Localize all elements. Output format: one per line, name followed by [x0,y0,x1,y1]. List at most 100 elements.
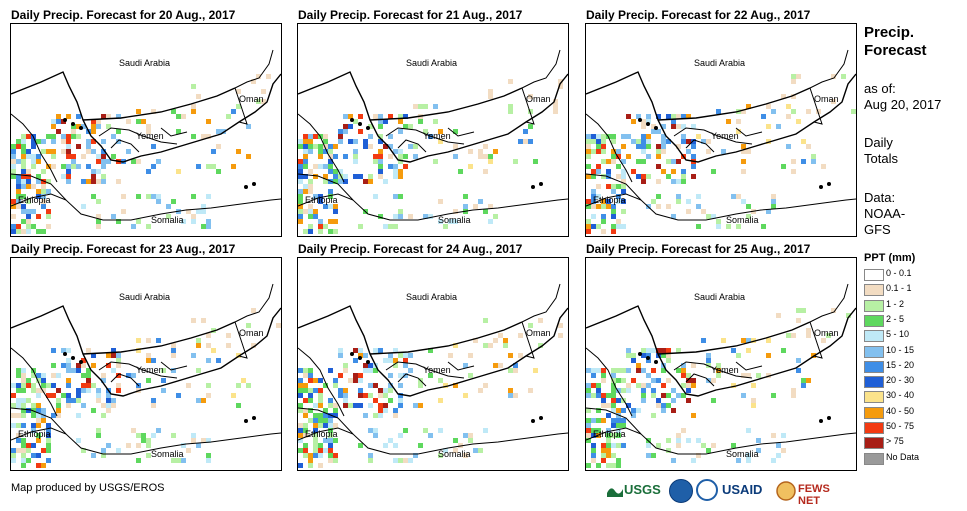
precip-cell [141,438,146,443]
precip-cell [601,393,606,398]
precip-cell [328,438,333,443]
precip-cell [11,413,16,418]
precip-cell [31,428,36,433]
precip-cell [246,383,251,388]
precip-cell [11,453,16,458]
precip-cell [601,373,606,378]
precip-cell [403,164,408,169]
precip-cell [21,423,26,428]
precip-cell [791,388,796,393]
precip-cell [106,393,111,398]
precip-cell [81,383,86,388]
precip-cell [731,194,736,199]
precip-cell [646,373,651,378]
precip-cell [111,398,116,403]
precip-cell [191,219,196,224]
precip-cell [71,134,76,139]
precip-cell [373,398,378,403]
precip-cell [606,433,611,438]
precip-cell [621,174,626,179]
precip-cell [298,408,303,413]
precip-cell [308,378,313,383]
map-label-yemen: Yemen [711,131,739,141]
precip-cell [711,378,716,383]
precip-cell [586,383,591,388]
precip-cell [21,174,26,179]
precip-cell [251,343,256,348]
precip-cell [308,229,313,234]
precip-cell [826,333,831,338]
precip-cell [151,109,156,114]
precip-cell [363,139,368,144]
precip-cell [348,139,353,144]
precip-cell [553,104,558,109]
boundary-line [586,193,856,221]
precip-cell [591,428,596,433]
precip-cell [393,458,398,463]
precip-cell [41,408,46,413]
precip-cell [596,368,601,373]
boundary-line [98,127,188,153]
precip-cell [621,408,626,413]
precip-cell [591,393,596,398]
precip-cell [318,144,323,149]
precip-cell [746,458,751,463]
precip-cell [66,134,71,139]
precip-cell [616,149,621,154]
precip-cell [303,448,308,453]
precip-cell [151,358,156,363]
precip-cell [328,229,333,234]
precip-cell [26,169,31,174]
precip-cell [358,403,363,408]
precip-cell [438,129,443,134]
precip-cell [16,448,21,453]
precip-cell [323,139,328,144]
precip-cell [398,114,403,119]
precip-cell [51,348,56,353]
precip-cell [298,209,303,214]
map-label-somalia: Somalia [726,449,759,459]
precip-cell [318,448,323,453]
precip-cell [303,373,308,378]
precip-cell [766,353,771,358]
precip-cell [596,139,601,144]
precip-cell [676,393,681,398]
precip-cell [26,448,31,453]
precip-cell [656,164,661,169]
precip-cell [751,398,756,403]
precip-cell [786,114,791,119]
precip-cell [231,109,236,114]
precip-cell [56,119,61,124]
precip-cell [796,119,801,124]
island-mark [358,356,362,360]
precip-cell [31,164,36,169]
boundary-line [586,173,642,201]
precip-cell [171,433,176,438]
precip-cell [116,114,121,119]
precip-cell [21,413,26,418]
precip-cell [161,368,166,373]
precip-cell [413,403,418,408]
island-mark [819,419,823,423]
precip-cell [621,423,626,428]
precip-cell [611,433,616,438]
precip-cell [71,124,76,129]
precip-cell [393,149,398,154]
boundary-line [369,321,523,355]
precip-cell [596,463,601,468]
precip-cell [328,368,333,373]
precip-cell [21,154,26,159]
precip-cell [408,458,413,463]
precip-cell [106,114,111,119]
precip-cell [726,224,731,229]
precip-cell [333,209,338,214]
precip-cell [16,184,21,189]
precip-cell [596,134,601,139]
totals-line2: Totals [864,151,898,166]
precip-cell [646,443,651,448]
precip-cell [91,119,96,124]
precip-cell [81,124,86,129]
precip-cell [796,74,801,79]
precip-cell [751,383,756,388]
precip-cell [116,373,121,378]
